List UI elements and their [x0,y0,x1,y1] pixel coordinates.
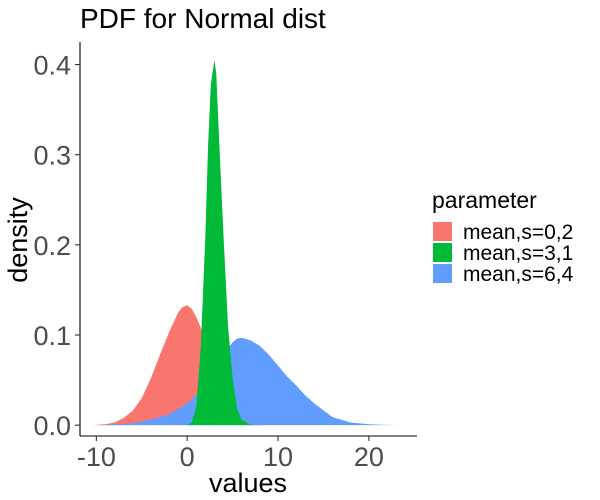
y-tick-label: 0.2 [33,231,71,261]
y-tick-label: 0.3 [33,141,71,171]
legend-title: parameter [432,187,537,213]
legend-label: mean,s=3,1 [463,242,573,265]
y-tick-label: 0.4 [33,51,71,81]
y-axis-title: density [3,197,33,283]
legend-label: mean,s=0,2 [463,221,573,244]
chart-title: PDF for Normal dist [80,3,326,34]
x-tick-label: -10 [77,442,116,472]
x-tick-label: 10 [263,442,293,472]
legend-label: mean,s=6,4 [463,263,574,286]
x-tick-label: 20 [354,442,384,472]
y-tick-label: 0.0 [33,411,71,441]
axes: -10 0 10 20 0.0 0.1 0.2 0.3 0.4 [33,42,417,472]
plot-area [91,60,401,426]
density-area-mean-s-0-2 [91,305,279,426]
x-axis-title: values [209,468,287,498]
y-tick-label: 0.1 [33,321,71,351]
legend-key-mean-s-3-1 [433,243,452,262]
legend-key-mean-s-0-2 [433,222,452,241]
density-area-mean-s-6-4 [96,337,401,426]
density-area-mean-s-3-1 [96,60,260,426]
legend-key-mean-s-6-4 [433,264,452,283]
x-tick-label: 0 [180,442,195,472]
